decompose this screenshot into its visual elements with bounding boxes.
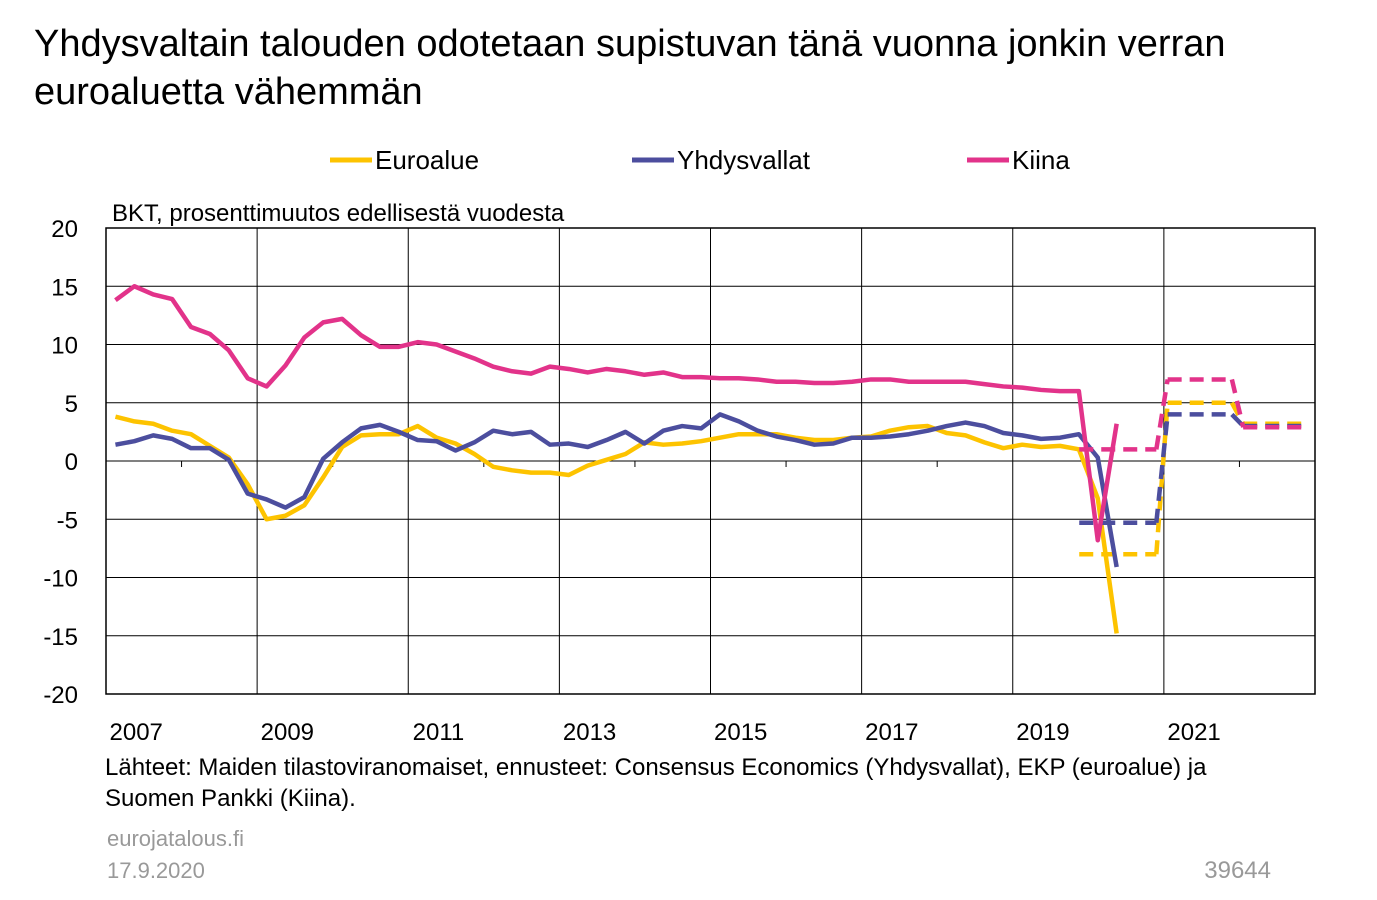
y-tick-label: -20 — [43, 682, 78, 709]
x-tick-label: 2021 — [1167, 719, 1220, 746]
legend-label: Yhdysvallat — [677, 145, 811, 175]
y-tick-label: 15 — [51, 274, 78, 301]
forecast-connector — [1229, 378, 1246, 428]
date: 17.9.2020 — [107, 858, 205, 883]
chart-title: Yhdysvaltain talouden odotetaan supistuv… — [34, 23, 1226, 113]
x-tick-label: 2013 — [563, 719, 616, 746]
y-tick-label: 0 — [65, 449, 78, 476]
forecast-connector — [1154, 379, 1170, 450]
forecast-connector — [1154, 414, 1170, 523]
y-tick-label: 5 — [65, 391, 78, 418]
y-axis-label: BKT, prosenttimuutos edellisestä vuodest… — [112, 200, 565, 227]
y-tick-label: -5 — [57, 507, 78, 534]
source-box: Lähteet: Maiden tilastoviranomaiset, enn… — [105, 754, 1207, 812]
title-box: Yhdysvaltain talouden odotetaan supistuv… — [34, 23, 1226, 113]
source: Lähteet: Maiden tilastoviranomaiset, enn… — [105, 754, 1207, 812]
website: eurojatalous.fi — [107, 826, 244, 851]
series-line — [114, 414, 1119, 634]
x-tick-label: 2007 — [110, 719, 163, 746]
y-tick-label: 20 — [51, 216, 78, 243]
legend-label: Kiina — [1012, 145, 1070, 175]
x-tick-label: 2009 — [261, 719, 314, 746]
y-tick-label: -10 — [43, 566, 78, 593]
x-tick-label: 2011 — [413, 719, 465, 746]
series-line — [115, 412, 1119, 568]
legend-label: Euroalue — [375, 145, 479, 175]
y-tick-label: 10 — [51, 333, 78, 360]
x-tick-label: 2017 — [865, 719, 918, 746]
x-tick-label: 2015 — [714, 719, 767, 746]
plot-frame — [105, 227, 1316, 695]
chart-id: 39644 — [1204, 857, 1271, 884]
series-line — [114, 284, 1119, 543]
forecast-connector — [1229, 401, 1246, 425]
x-tick-label: 2019 — [1016, 719, 1069, 746]
y-tick-label: -15 — [43, 624, 78, 651]
